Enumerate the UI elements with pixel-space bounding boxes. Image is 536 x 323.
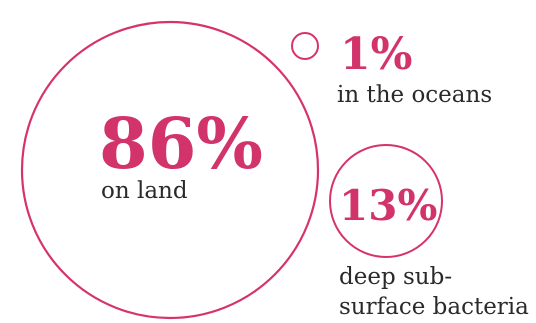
value-label-on-land: 86% xyxy=(99,102,263,185)
bubble-deep-subsurface-bacteria: 13% deep sub- surface bacteria xyxy=(329,144,529,320)
bubble-in-the-oceans: 1% in the oceans xyxy=(291,29,492,108)
bubble-on-land: 86% on land xyxy=(20,20,320,320)
category-label-deep-subsurface-bacteria-line2: surface bacteria xyxy=(339,294,529,320)
bubble-circle-in-the-oceans xyxy=(291,32,319,60)
category-label-deep-subsurface-bacteria-line1: deep sub- xyxy=(339,264,452,290)
category-label-in-the-oceans: in the oceans xyxy=(337,82,492,108)
value-label-deep-subsurface-bacteria: 13% xyxy=(339,181,437,230)
category-label-on-land: on land xyxy=(101,178,188,204)
bubble-circle-on-land xyxy=(20,20,320,320)
bubble-circle-deep-subsurface-bacteria xyxy=(329,144,443,258)
value-label-in-the-oceans: 1% xyxy=(340,29,412,80)
